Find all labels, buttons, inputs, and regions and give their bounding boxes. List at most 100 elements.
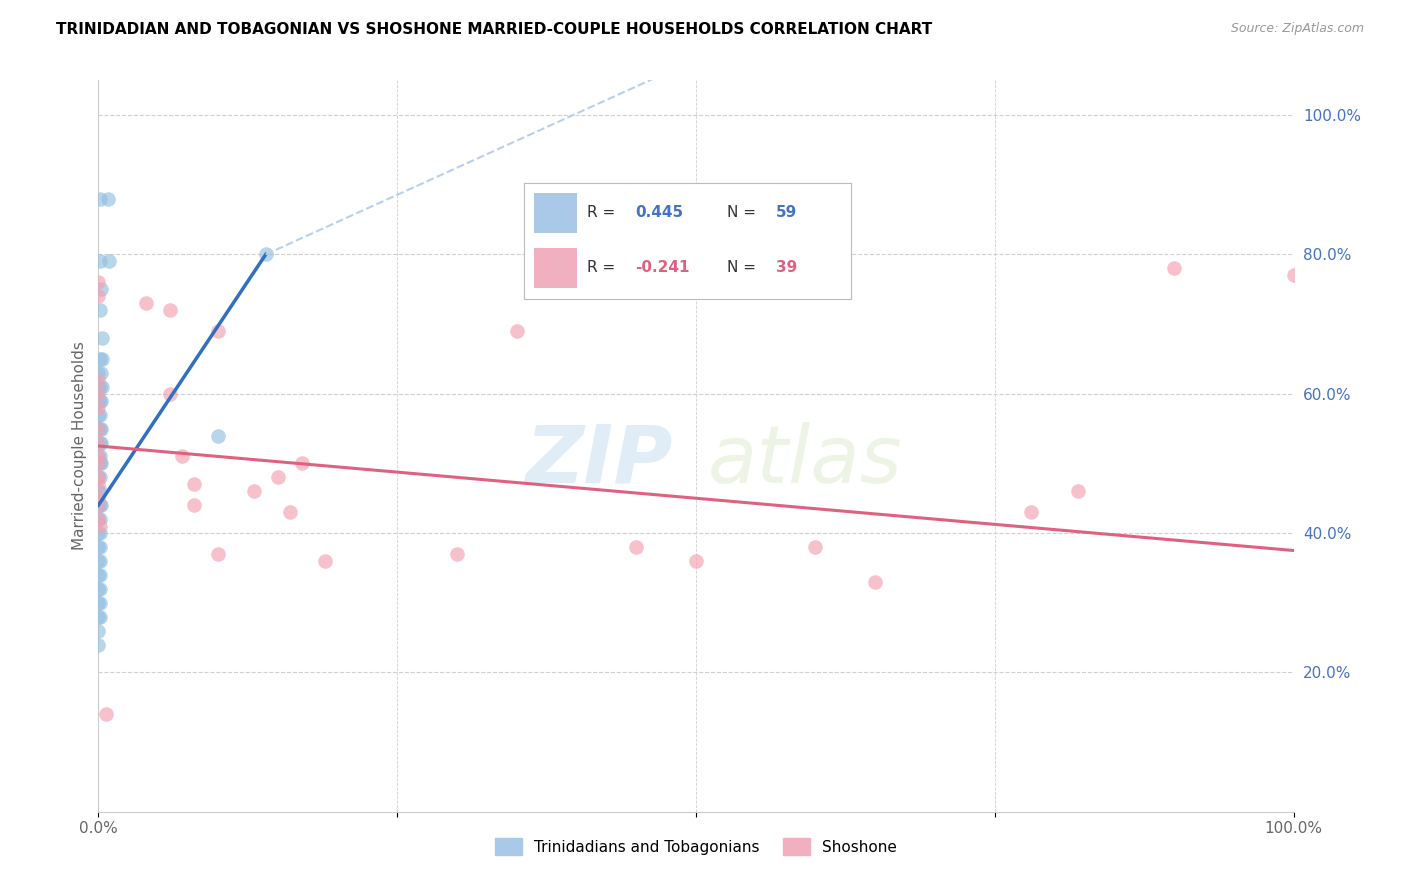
Point <box>87 609 110 624</box>
Point <box>135 296 157 310</box>
Point <box>89 540 111 554</box>
Point <box>94 707 117 722</box>
Point <box>243 484 266 499</box>
Text: N =: N = <box>727 205 761 220</box>
Point <box>207 547 229 561</box>
Point <box>183 498 205 512</box>
Point <box>87 512 110 526</box>
Text: Source: ZipAtlas.com: Source: ZipAtlas.com <box>1230 22 1364 36</box>
Point <box>183 477 205 491</box>
Point <box>87 624 110 638</box>
Point <box>87 477 110 491</box>
Point <box>1163 261 1185 276</box>
Text: ZIP: ZIP <box>524 422 672 500</box>
Point <box>87 484 110 499</box>
Point <box>685 554 707 568</box>
Point <box>626 540 648 554</box>
Point <box>87 491 110 506</box>
Point <box>1282 268 1305 283</box>
Point <box>172 450 194 464</box>
Point <box>87 540 110 554</box>
Point <box>87 435 110 450</box>
Point <box>291 457 314 471</box>
Point <box>89 303 111 318</box>
Point <box>87 582 110 596</box>
Point <box>89 421 111 435</box>
Bar <box>534 193 576 233</box>
Text: N =: N = <box>727 260 761 276</box>
Point <box>87 421 110 435</box>
Point <box>87 638 110 652</box>
Point <box>87 498 110 512</box>
Point <box>87 435 110 450</box>
Text: 59: 59 <box>776 205 797 220</box>
Point <box>89 408 111 422</box>
Point <box>87 366 110 380</box>
Point <box>87 275 110 289</box>
Point <box>89 450 111 464</box>
Text: 0.445: 0.445 <box>636 205 683 220</box>
Point <box>804 540 827 554</box>
Point <box>91 351 114 366</box>
Point <box>207 428 229 442</box>
Point <box>87 470 110 484</box>
Point <box>87 554 110 568</box>
Point <box>87 393 110 408</box>
Point <box>89 512 111 526</box>
Point <box>87 450 110 464</box>
Point <box>446 547 468 561</box>
Point <box>89 470 111 484</box>
Text: 39: 39 <box>776 260 797 276</box>
Text: atlas: atlas <box>709 422 903 500</box>
Point <box>87 380 110 394</box>
Point <box>315 554 337 568</box>
Text: R =: R = <box>586 205 620 220</box>
Point <box>207 324 229 338</box>
Point <box>89 393 111 408</box>
Point <box>87 512 110 526</box>
Point <box>90 421 112 435</box>
Point <box>865 574 887 589</box>
Point <box>89 435 111 450</box>
Point <box>90 435 112 450</box>
Point <box>89 554 111 568</box>
Point <box>89 192 111 206</box>
Point <box>159 386 181 401</box>
Point <box>89 351 111 366</box>
Text: R =: R = <box>586 260 620 276</box>
Point <box>89 484 111 499</box>
Point <box>87 401 110 415</box>
Point <box>89 457 111 471</box>
Point <box>254 247 277 261</box>
Text: -0.241: -0.241 <box>636 260 690 276</box>
Point <box>89 609 111 624</box>
Point <box>89 254 111 268</box>
Point <box>91 380 114 394</box>
Point <box>87 450 110 464</box>
Point <box>87 457 110 471</box>
Point <box>87 289 110 303</box>
Point <box>97 192 120 206</box>
Text: TRINIDADIAN AND TOBAGONIAN VS SHOSHONE MARRIED-COUPLE HOUSEHOLDS CORRELATION CHA: TRINIDADIAN AND TOBAGONIAN VS SHOSHONE M… <box>56 22 932 37</box>
Point <box>87 567 110 582</box>
Point <box>89 567 111 582</box>
Y-axis label: Married-couple Households: Married-couple Households <box>72 342 87 550</box>
Point <box>1019 505 1042 519</box>
Point <box>87 421 110 435</box>
Point <box>89 526 111 541</box>
Point <box>278 505 301 519</box>
Point <box>91 331 114 345</box>
Point <box>90 366 112 380</box>
Point <box>98 254 121 268</box>
Point <box>1067 484 1090 499</box>
Point <box>87 470 110 484</box>
Bar <box>534 248 576 288</box>
Point <box>87 596 110 610</box>
Point <box>87 498 110 512</box>
Point <box>87 408 110 422</box>
Point <box>87 526 110 541</box>
Point <box>89 380 111 394</box>
Point <box>90 457 112 471</box>
Point <box>89 596 111 610</box>
Point <box>87 386 110 401</box>
